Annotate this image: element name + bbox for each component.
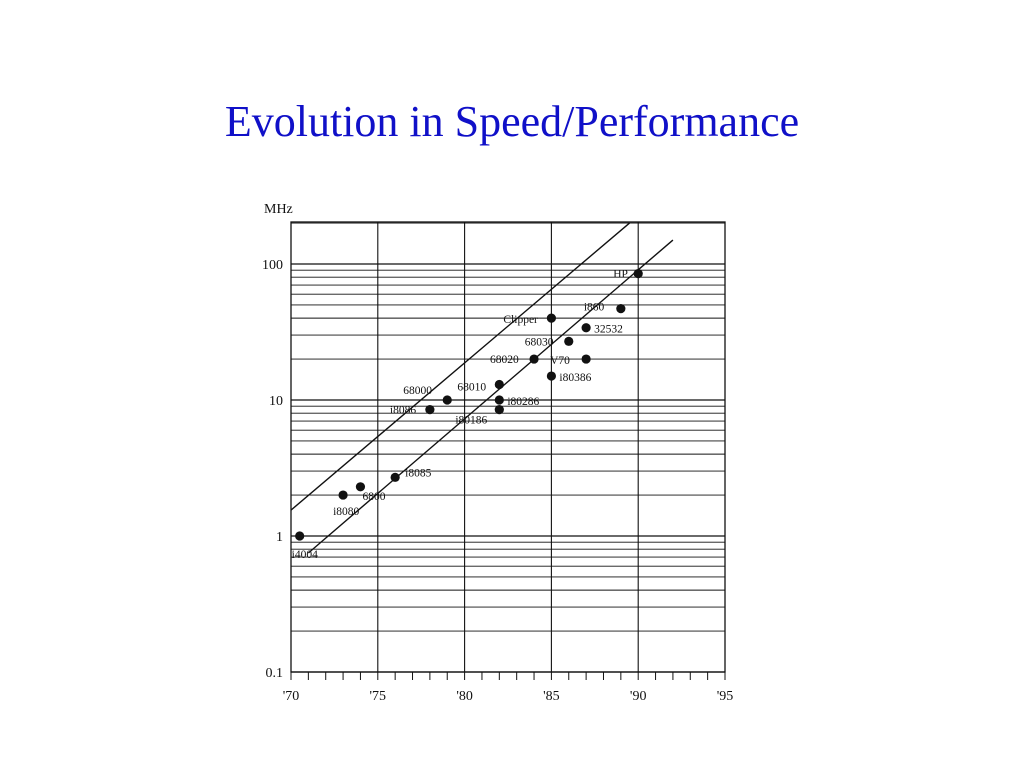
data-point-label: 68030 [525,336,554,348]
data-point [355,482,366,492]
data-point-label: 68020 [490,354,519,366]
data-point [442,395,452,405]
data-point-label: i80186 [455,415,487,427]
data-point-label: HP [613,269,628,281]
data-point-label: Clipper [503,314,538,326]
x-tick-label: '95 [717,689,734,704]
data-point [581,354,591,364]
x-tick-label: '70 [283,689,300,704]
data-point [529,354,539,364]
trend-line [290,222,630,511]
data-point-label: i8080 [333,506,359,518]
data-point [425,404,435,415]
y-tick-label: 100 [262,258,283,273]
x-tick-label: '75 [370,689,387,704]
data-point [494,379,504,390]
data-point [494,395,504,405]
data-point [390,472,400,482]
x-tick-label: '90 [630,689,647,704]
data-point-label: 6800 [362,491,385,503]
slide-title: Evolution in Speed/Performance [224,97,800,146]
trend-lines [290,222,674,554]
data-point [295,531,305,541]
data-point [546,371,557,381]
data-point [564,336,574,346]
data-point-label: V70 [550,355,570,367]
chart-axes: '70 '75 '80 '85 '90 '95 0.1 1 10 100 MHz [262,202,733,704]
data-point-label: i80286 [507,396,539,408]
y-tick-label: 10 [269,394,283,409]
data-point [633,268,643,279]
data-point-label: 68010 [457,382,486,394]
data-point-label: 32532 [594,324,623,336]
x-tick-label: '85 [543,689,560,704]
data-point-label: i8085 [405,467,431,479]
y-axis-label: MHz [264,202,293,217]
data-point-label: i4004 [292,549,318,561]
data-point-label: i860 [584,302,605,314]
data-point [494,404,504,415]
data-point [616,303,626,314]
data-point-label: i8086 [390,405,416,417]
data-point [546,313,557,323]
data-point [581,323,591,333]
chart-grid [290,221,726,673]
y-tick-label: 0.1 [266,666,284,681]
data-point-label: 68000 [403,385,432,397]
plot-frame [290,221,726,673]
data-point-label: i80386 [559,372,591,384]
trend-line [307,239,674,554]
x-tick-label: '80 [456,689,473,704]
y-tick-label: 1 [276,530,283,545]
data-point [338,490,348,500]
